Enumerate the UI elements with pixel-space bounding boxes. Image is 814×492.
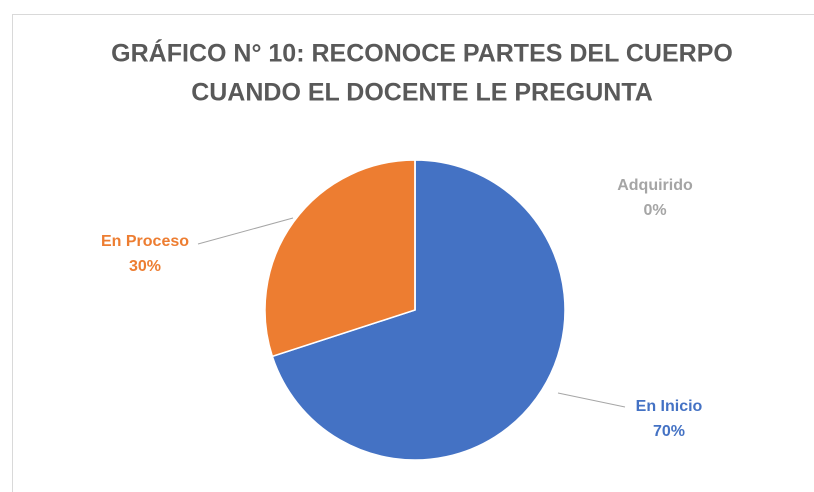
data-label-name: En Proceso bbox=[101, 233, 189, 250]
chart-title: CUANDO EL DOCENTE LE PREGUNTA bbox=[191, 79, 653, 107]
data-label-value: 30% bbox=[129, 258, 161, 275]
chart-title: GRÁFICO N° 10: RECONOCE PARTES DEL CUERP… bbox=[111, 39, 733, 68]
leader-line bbox=[557, 392, 626, 408]
pie-slice bbox=[271, 159, 566, 461]
data-label-name: Adquirido bbox=[617, 177, 693, 194]
data-label-name: En Inicio bbox=[636, 398, 703, 415]
data-label-value: 70% bbox=[653, 423, 685, 440]
pie-slice bbox=[264, 159, 416, 358]
leader-line bbox=[197, 217, 294, 245]
data-label-value: 0% bbox=[643, 202, 666, 219]
